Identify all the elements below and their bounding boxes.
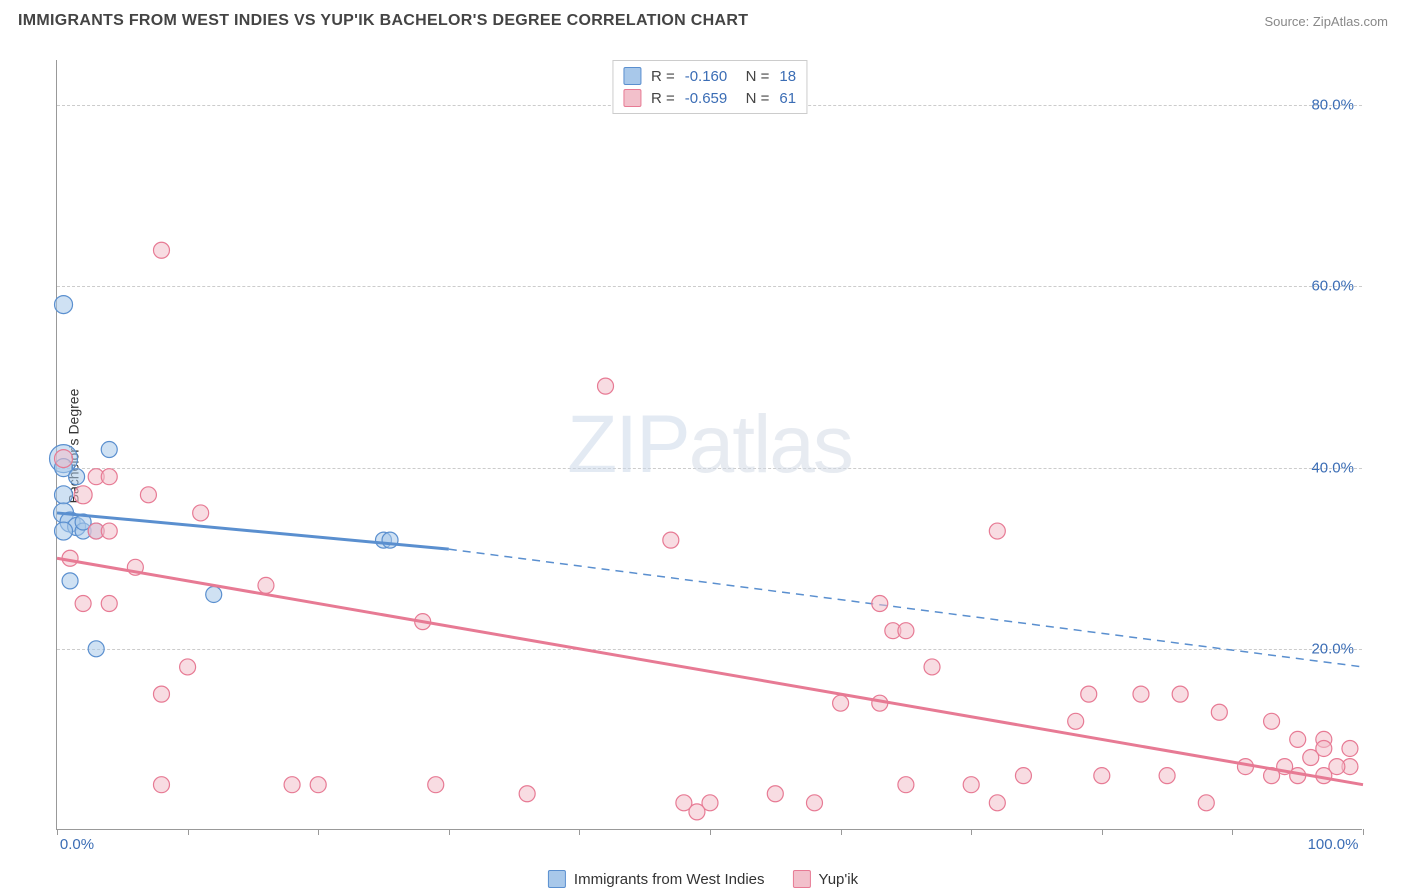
data-point: [153, 686, 169, 702]
data-point: [310, 777, 326, 793]
data-point: [88, 641, 104, 657]
data-point: [55, 296, 73, 314]
x-tick-mark: [188, 829, 189, 835]
legend-swatch-bottom-0: [548, 870, 566, 888]
data-point: [1342, 740, 1358, 756]
data-point: [1198, 795, 1214, 811]
data-point: [101, 523, 117, 539]
data-point: [101, 469, 117, 485]
x-tick-mark: [1232, 829, 1233, 835]
data-point: [75, 596, 91, 612]
legend-item-0: Immigrants from West Indies: [548, 870, 765, 888]
x-tick-mark: [1102, 829, 1103, 835]
data-point: [1211, 704, 1227, 720]
data-point: [193, 505, 209, 521]
legend-row-series-0: R = -0.160 N = 18: [623, 65, 796, 87]
data-point: [598, 378, 614, 394]
data-point: [1081, 686, 1097, 702]
data-point: [55, 522, 73, 540]
plot-area: ZIPatlas R = -0.160 N = 18 R = -0.659 N …: [56, 60, 1362, 830]
legend-item-1: Yup'ik: [793, 870, 859, 888]
correlation-legend: R = -0.160 N = 18 R = -0.659 N = 61: [612, 60, 807, 114]
legend-row-series-1: R = -0.659 N = 61: [623, 87, 796, 109]
data-point: [1094, 768, 1110, 784]
legend-swatch-bottom-1: [793, 870, 811, 888]
x-tick-mark: [710, 829, 711, 835]
data-point: [872, 596, 888, 612]
data-point: [55, 486, 73, 504]
data-point: [1159, 768, 1175, 784]
data-point: [101, 442, 117, 458]
data-point: [206, 586, 222, 602]
data-point: [101, 596, 117, 612]
r-value-0: -0.160: [685, 68, 728, 85]
header: IMMIGRANTS FROM WEST INDIES VS YUP'IK BA…: [18, 12, 1388, 30]
data-point: [519, 786, 535, 802]
data-point: [989, 523, 1005, 539]
data-point: [963, 777, 979, 793]
source-label: Source: ZipAtlas.com: [1264, 14, 1388, 29]
x-tick-label: 100.0%: [1308, 836, 1359, 853]
n-label: N =: [737, 90, 769, 107]
data-point: [153, 777, 169, 793]
plot-svg: [57, 60, 1362, 829]
data-point: [62, 573, 78, 589]
r-label: R =: [651, 90, 675, 107]
data-point: [898, 623, 914, 639]
legend-label-1: Yup'ik: [819, 871, 859, 888]
legend-label-0: Immigrants from West Indies: [574, 871, 765, 888]
data-point: [258, 577, 274, 593]
data-point: [1133, 686, 1149, 702]
legend-swatch-0: [623, 67, 641, 85]
legend-swatch-1: [623, 89, 641, 107]
x-tick-mark: [449, 829, 450, 835]
data-point: [74, 486, 92, 504]
n-value-0: 18: [779, 68, 796, 85]
data-point: [428, 777, 444, 793]
data-point: [55, 450, 73, 468]
series-legend: Immigrants from West Indies Yup'ik: [548, 870, 858, 888]
data-point: [1303, 750, 1319, 766]
n-label: N =: [737, 68, 769, 85]
x-tick-mark: [841, 829, 842, 835]
r-value-1: -0.659: [685, 90, 728, 107]
r-label: R =: [651, 68, 675, 85]
regression-line: [57, 558, 1363, 784]
data-point: [284, 777, 300, 793]
data-point: [1015, 768, 1031, 784]
data-point: [69, 469, 85, 485]
x-tick-mark: [1363, 829, 1364, 835]
x-tick-label: 0.0%: [60, 836, 94, 853]
data-point: [153, 242, 169, 258]
x-tick-mark: [57, 829, 58, 835]
data-point: [663, 532, 679, 548]
data-point: [806, 795, 822, 811]
data-point: [1172, 686, 1188, 702]
x-tick-mark: [579, 829, 580, 835]
data-point: [140, 487, 156, 503]
data-point: [989, 795, 1005, 811]
data-point: [1068, 713, 1084, 729]
data-point: [833, 695, 849, 711]
data-point: [924, 659, 940, 675]
x-tick-mark: [318, 829, 319, 835]
n-value-1: 61: [779, 90, 796, 107]
data-point: [1290, 731, 1306, 747]
data-point: [767, 786, 783, 802]
data-point: [689, 804, 705, 820]
x-tick-mark: [971, 829, 972, 835]
data-point: [1264, 713, 1280, 729]
data-point: [898, 777, 914, 793]
data-point: [180, 659, 196, 675]
chart-title: IMMIGRANTS FROM WEST INDIES VS YUP'IK BA…: [18, 12, 748, 30]
